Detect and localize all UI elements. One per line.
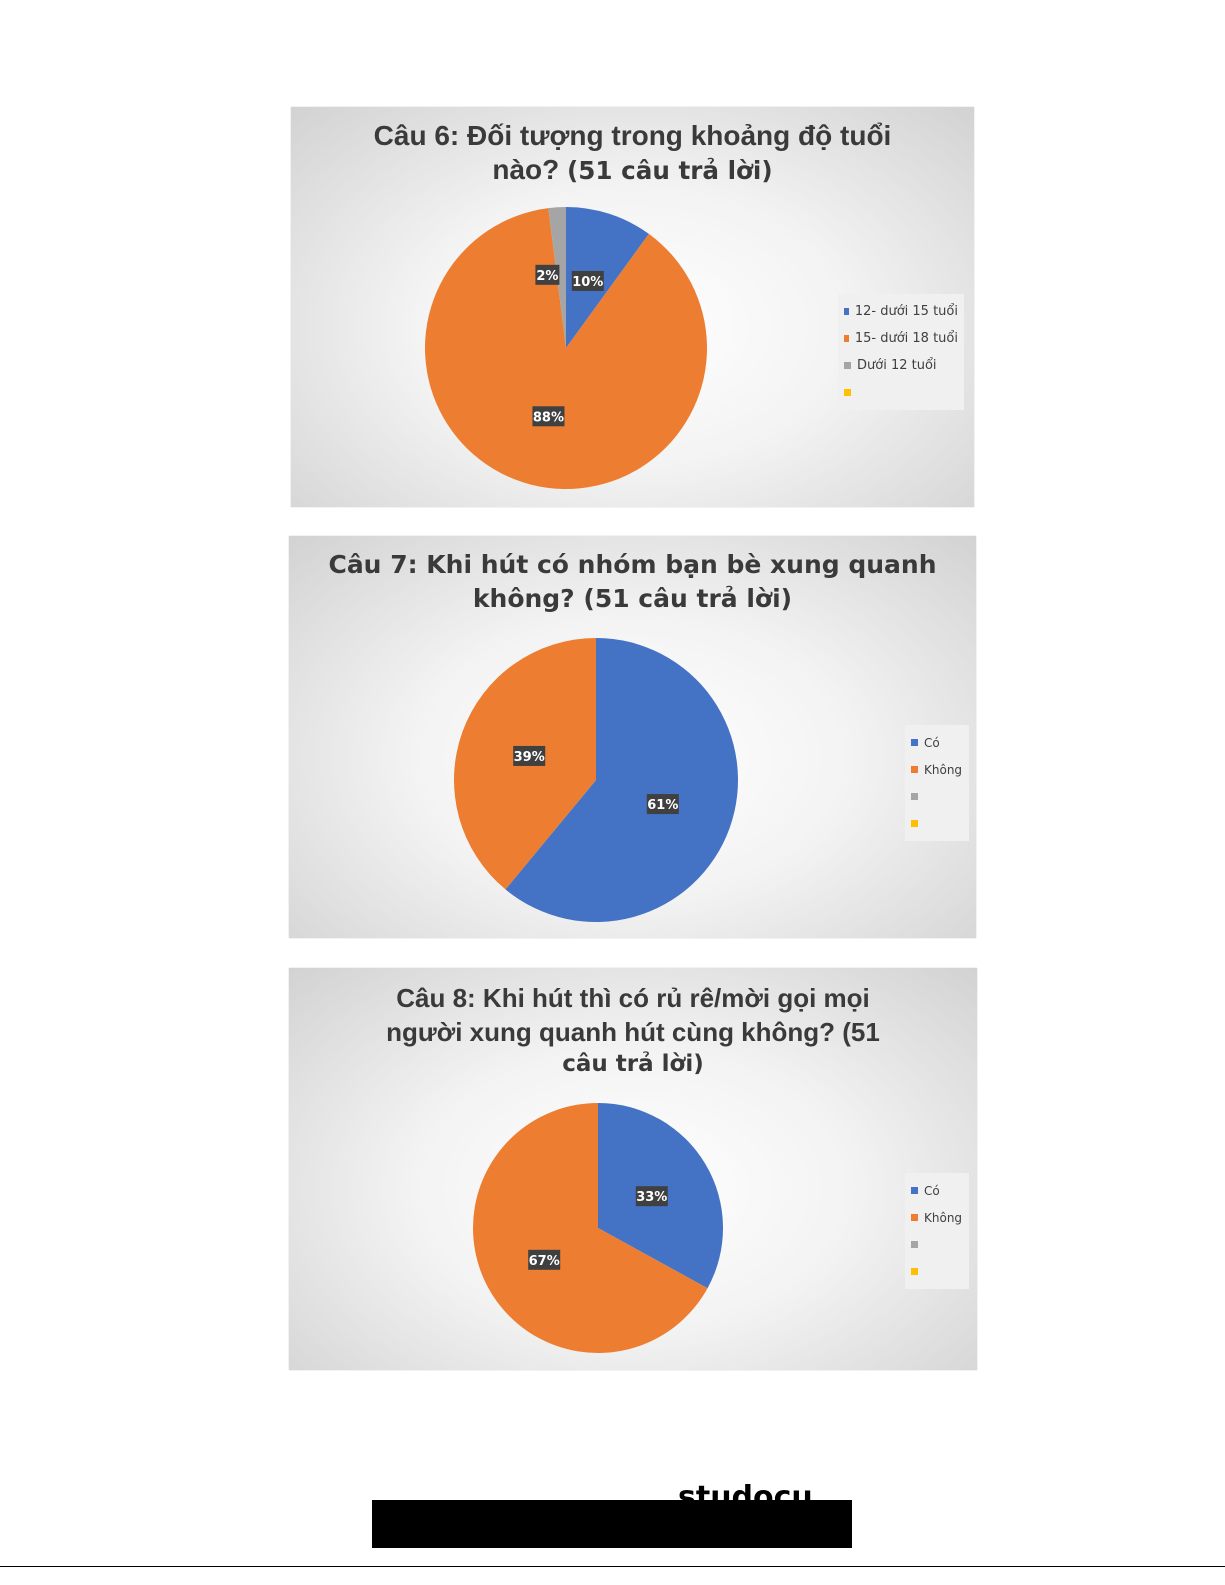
data-label: 39% bbox=[513, 745, 546, 766]
chart-title-suffix: (51 câu trả lời) bbox=[567, 155, 773, 185]
chart-title-line1: Câu 7: Khi hút có nhóm bạn bè xung quanh bbox=[328, 550, 937, 579]
legend-label: 12- dưới 15 tuổi bbox=[854, 304, 958, 319]
chart-card-cau7: Câu 7: Khi hút có nhóm bạn bè xung quanh… bbox=[289, 536, 976, 938]
data-label-text: 88% bbox=[533, 410, 564, 425]
legend-swatch bbox=[844, 335, 849, 342]
chart-title-line2: người xung quanh hút cùng không? (51 bbox=[386, 1016, 880, 1047]
pie-chart: 61% 39% bbox=[454, 638, 738, 922]
legend-item: Có bbox=[911, 1177, 963, 1204]
legend-item: Không bbox=[911, 756, 963, 783]
legend-swatch bbox=[911, 1268, 918, 1275]
data-label-box bbox=[646, 794, 679, 815]
legend-item bbox=[844, 379, 958, 406]
chart-title: Câu 7: Khi hút có nhóm bạn bè xung quanh… bbox=[289, 550, 976, 614]
legend-label: Dưới 12 tuổi bbox=[857, 358, 937, 373]
chart-card-cau8: Câu 8: Khi hút thì có rủ rê/mời gọi mọi … bbox=[289, 968, 977, 1370]
legend-item: Dưới 12 tuổi bbox=[844, 352, 958, 379]
chart-title-line2: nào? (51 câu trả lời) bbox=[492, 153, 773, 185]
data-label-text: 33% bbox=[636, 1190, 667, 1205]
legend-swatch bbox=[844, 308, 849, 315]
legend-swatch bbox=[911, 766, 918, 773]
legend-label: Có bbox=[924, 735, 940, 750]
legend-swatch bbox=[911, 739, 918, 746]
data-label: 67% bbox=[528, 1249, 561, 1270]
data-label-box bbox=[513, 745, 546, 766]
legend-item bbox=[911, 810, 963, 837]
data-label-text: 67% bbox=[529, 1254, 560, 1269]
legend-label: Có bbox=[924, 1183, 940, 1198]
legend-item: 12- dưới 15 tuổi bbox=[844, 298, 958, 325]
legend-swatch bbox=[911, 1241, 918, 1248]
data-label: 33% bbox=[635, 1186, 668, 1207]
data-label-text: 2% bbox=[536, 269, 558, 284]
chart-card-cau6: Câu 6: Đối tượng trong khoảng độ tuổi nà… bbox=[291, 107, 974, 507]
chart-title-line3: câu trả lời) bbox=[562, 1050, 704, 1077]
pie-slice bbox=[566, 207, 649, 348]
chart-title: Câu 8: Khi hút thì có rủ rê/mời gọi mọi … bbox=[289, 982, 977, 1079]
legend-swatch bbox=[911, 820, 918, 827]
legend-swatch bbox=[911, 1187, 918, 1194]
chart-legend: Có Không bbox=[905, 1173, 969, 1289]
legend-label: 15- dưới 18 tuổi bbox=[854, 331, 958, 346]
data-label-text: 39% bbox=[514, 750, 545, 765]
pie-slice bbox=[425, 208, 707, 489]
pie-slice bbox=[505, 638, 738, 922]
legend-swatch bbox=[844, 389, 851, 396]
data-label: 88% bbox=[532, 406, 565, 427]
legend-label: Không bbox=[924, 1210, 963, 1225]
chart-title: Câu 6: Đối tượng trong khoảng độ tuổi nà… bbox=[291, 119, 974, 186]
data-label: 10% bbox=[571, 270, 604, 291]
data-label-text: 61% bbox=[647, 798, 678, 813]
legend-swatch bbox=[844, 362, 851, 369]
legend-item: 15- dưới 18 tuổi bbox=[844, 325, 958, 352]
data-label-box bbox=[571, 270, 604, 291]
data-label-box bbox=[528, 1249, 561, 1270]
chart-legend: Có Không bbox=[905, 725, 969, 841]
data-label: 61% bbox=[646, 794, 679, 815]
pie-slice bbox=[473, 1103, 708, 1353]
legend-label: Không bbox=[924, 762, 963, 777]
pie-chart: 10% 88% 2% bbox=[425, 207, 707, 489]
footer-divider bbox=[0, 1566, 1225, 1567]
chart-legend: 12- dưới 15 tuổi 15- dưới 18 tuổi Dưới 1… bbox=[838, 294, 964, 410]
data-label-box bbox=[532, 406, 565, 427]
chart-title-line1: Câu 8: Khi hút thì có rủ rê/mời gọi mọi bbox=[396, 983, 870, 1013]
pie-chart: 33% 67% bbox=[473, 1103, 723, 1353]
legend-item: Có bbox=[911, 729, 963, 756]
chart-title-line1: Câu 6: Đối tượng trong khoảng độ tuổi bbox=[373, 120, 892, 151]
legend-item: Không bbox=[911, 1204, 963, 1231]
chart-title-line2: không? (51 câu trả lời) bbox=[472, 584, 793, 613]
data-label-text: 10% bbox=[572, 275, 603, 290]
legend-swatch bbox=[911, 1214, 918, 1221]
footer-redaction-bar bbox=[372, 1500, 852, 1548]
data-label-box bbox=[535, 264, 560, 285]
legend-item bbox=[911, 1258, 963, 1285]
legend-item bbox=[911, 783, 963, 810]
data-label-box bbox=[635, 1186, 668, 1207]
data-label: 2% bbox=[535, 264, 560, 285]
legend-swatch bbox=[911, 793, 918, 800]
legend-item bbox=[911, 1231, 963, 1258]
